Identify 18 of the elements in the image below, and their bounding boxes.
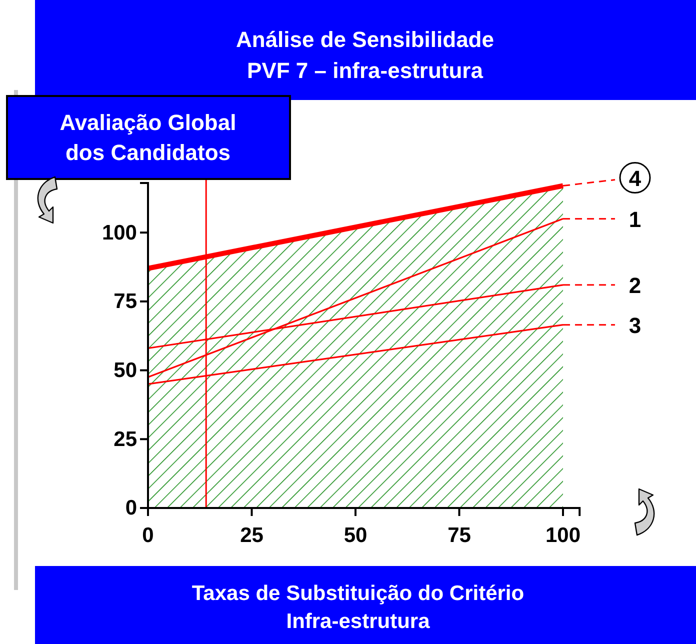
x-tick-label: 50 [344,524,368,548]
y-tick-label: 100 [102,221,137,244]
x-tick-label: 0 [142,524,154,548]
y-tick-label: 25 [114,428,138,451]
x-tick-label: 75 [448,524,472,548]
x-tick-label: 100 [545,524,581,548]
legend-label: 3 [628,312,642,338]
y-axis-title: Avaliação Global dos Candidatos [60,110,236,165]
y-tick-label: 0 [125,496,137,520]
legend-label: 1 [628,206,642,232]
legend-label: 4 [628,166,642,191]
chart-title: Análise de Sensibilidade [236,27,494,52]
y-tick-label: 50 [114,359,137,382]
x-axis-title: Taxas de Substituição do Critério Infra-estrutura [192,582,524,633]
y-tick-label: 75 [114,290,138,314]
chart-subtitle: PVF 7 – infra-estrutura [247,58,484,83]
legend-label: 2 [628,272,642,298]
x-tick-label: 25 [240,524,264,548]
